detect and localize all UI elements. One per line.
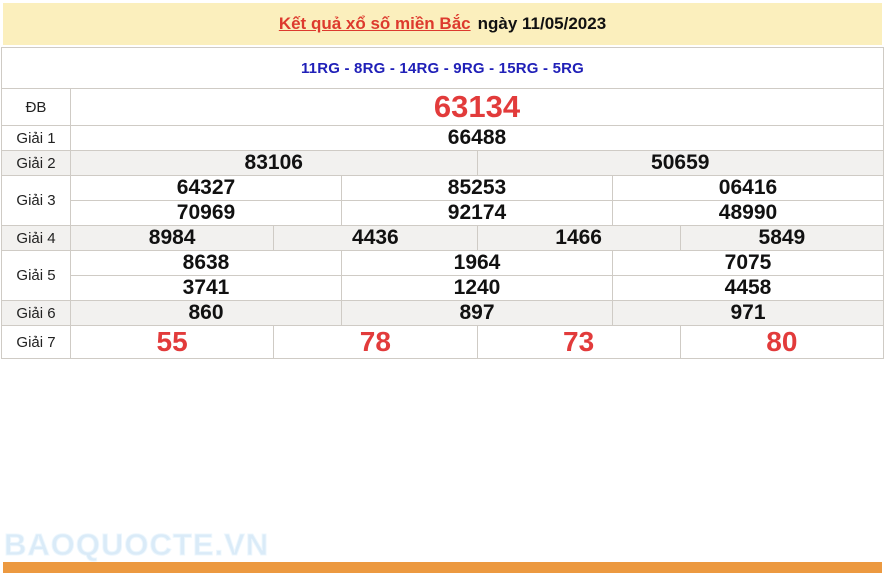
prize-number: 897 xyxy=(341,301,612,325)
prize-number: 8638 xyxy=(182,251,230,274)
prize-label: Giải 7 xyxy=(2,326,71,358)
prize-sub-row: 83106 50659 xyxy=(71,151,883,175)
prize-row: Giải 1 66488 xyxy=(2,126,883,151)
prize-row: Giải 4 8984 4436 1466 5849 xyxy=(2,226,883,251)
prize-sub-row: 64327 85253 06416 xyxy=(71,176,883,200)
prize-number: 4458 xyxy=(612,276,883,300)
prize-row: Giải 3 64327 85253 06416 70969 92174 48990 xyxy=(2,176,883,226)
results-title-link[interactable]: Kết quả xổ số miền Bắc xyxy=(278,14,471,33)
prize-label: Giải 6 xyxy=(2,301,71,325)
prize-label: Giải 3 xyxy=(2,176,71,225)
prize-sub-row: 55 78 73 80 xyxy=(71,326,883,358)
prize-row: Giải 5 8638 1964 7075 3741 1240 4458 xyxy=(2,251,883,301)
draw-codes-text: 11RG - 8RG - 14RG - 9RG - 15RG - 5RG xyxy=(300,59,585,77)
prize-row: ĐB 63134 xyxy=(2,89,883,126)
prize-number: 3741 xyxy=(182,276,230,299)
prize-number: 971 xyxy=(612,301,883,325)
prize-number: 4436 xyxy=(273,226,476,250)
prize-number: 1466 xyxy=(476,226,680,250)
prize-number: 64327 xyxy=(176,176,236,199)
prize-number: 5849 xyxy=(679,226,883,250)
prize-number: 78 xyxy=(273,326,476,358)
prize-sub-row: 3741 1240 4458 xyxy=(71,275,883,300)
prize-sub-row: 63134 xyxy=(71,89,883,125)
prize-sub-row: 860 897 971 xyxy=(71,301,883,325)
page-header: Kết quả xổ số miền Bắc ngày 11/05/2023 xyxy=(3,3,882,45)
prize-number: 92174 xyxy=(341,201,612,225)
prize-number: 48990 xyxy=(612,201,883,225)
results-table: ĐB 63134 Giải 1 66488 Giải 2 83106 50659 Giải 3… xyxy=(1,89,884,359)
prize-row: Giải 6 860 897 971 xyxy=(2,301,883,326)
prize-label: ĐB xyxy=(2,89,71,125)
prize-number: 860 xyxy=(188,301,224,324)
prize-row: Giải 7 55 78 73 80 xyxy=(2,326,883,359)
prize-number: 06416 xyxy=(612,176,883,200)
prize-number: 73 xyxy=(476,326,680,358)
draw-codes-bar: 11RG - 8RG - 14RG - 9RG - 15RG - 5RG xyxy=(1,47,884,89)
prize-number: 70969 xyxy=(176,201,236,224)
prize-number: 1964 xyxy=(341,251,612,275)
prize-number: 66488 xyxy=(447,126,507,149)
prize-sub-row: 8984 4436 1466 5849 xyxy=(71,226,883,250)
prize-row: Giải 2 83106 50659 xyxy=(2,151,883,176)
prize-number: 55 xyxy=(156,326,188,357)
prize-label: Giải 5 xyxy=(2,251,71,300)
prize-number: 83106 xyxy=(244,151,303,174)
prize-label: Giải 2 xyxy=(2,151,71,175)
prize-number: 80 xyxy=(679,326,883,358)
prize-label: Giải 1 xyxy=(2,126,71,150)
site-watermark: BAOQUOCTE.VN xyxy=(3,527,270,563)
prize-label: Giải 4 xyxy=(2,226,71,250)
prize-number: 1240 xyxy=(341,276,612,300)
prize-number: 85253 xyxy=(341,176,612,200)
prize-sub-row: 66488 xyxy=(71,126,883,150)
footer-accent-bar xyxy=(3,562,882,573)
results-date: ngày 11/05/2023 xyxy=(477,14,607,33)
prize-number: 50659 xyxy=(476,151,884,175)
prize-number: 7075 xyxy=(612,251,883,275)
prize-sub-row: 8638 1964 7075 xyxy=(71,251,883,275)
prize-number: 8984 xyxy=(148,226,196,249)
prize-sub-row: 70969 92174 48990 xyxy=(71,200,883,225)
prize-number: 63134 xyxy=(433,89,521,124)
